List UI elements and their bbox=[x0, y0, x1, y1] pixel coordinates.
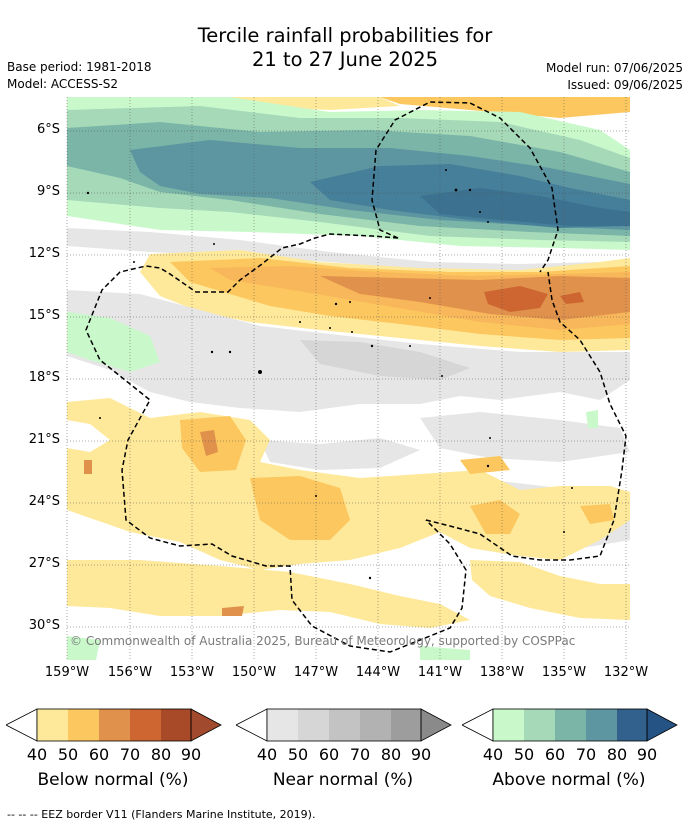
cbar-near-tick: 50 bbox=[287, 745, 309, 764]
cbar-below-tick: 40 bbox=[26, 745, 48, 764]
cbar-below-tick: 80 bbox=[150, 745, 172, 764]
cbar-cell bbox=[99, 709, 130, 741]
cbar-below-tick: 50 bbox=[57, 745, 79, 764]
cbar-below-tick: 70 bbox=[119, 745, 141, 764]
cbar-min-arrow bbox=[236, 708, 268, 742]
lat-label-24s: 24°S bbox=[28, 494, 60, 509]
eez-borders bbox=[85, 101, 627, 653]
meta-right: Model run: 07/06/2025 Issued: 09/06/2025 bbox=[546, 60, 683, 94]
cbar-cell bbox=[68, 709, 99, 741]
cbar-near-tick: 70 bbox=[349, 745, 371, 764]
lon-label-150w: 150°W bbox=[231, 665, 277, 680]
cbar-above-tick: 80 bbox=[606, 745, 628, 764]
lat-label-9s: 9°S bbox=[36, 184, 60, 199]
lat-label-27s: 27°S bbox=[28, 556, 60, 571]
cbar-below-tick: 60 bbox=[88, 745, 110, 764]
cbar-cell bbox=[298, 709, 329, 741]
cbar-cells bbox=[37, 709, 191, 741]
cbar-cell bbox=[161, 709, 191, 741]
cbar-above-tick: 60 bbox=[544, 745, 566, 764]
near-normal-colorbar bbox=[236, 708, 452, 742]
lat-label-12s: 12°S bbox=[28, 246, 60, 261]
meta-left: Base period: 1981-2018 Model: ACCESS-S2 bbox=[7, 59, 152, 93]
above-normal-label: Above normal (%) bbox=[492, 770, 646, 790]
lon-label-135w: 135°W bbox=[541, 665, 587, 680]
lon-label-156w: 156°W bbox=[107, 665, 153, 680]
below-normal-label: Below normal (%) bbox=[37, 770, 189, 790]
cbar-max-arrow bbox=[420, 708, 452, 742]
cbar-cell bbox=[391, 709, 421, 741]
cbar-above-tick: 90 bbox=[636, 745, 658, 764]
cbar-cell bbox=[493, 709, 524, 741]
base-period-text: Base period: 1981-2018 bbox=[7, 60, 152, 74]
cbar-above-tick: 70 bbox=[575, 745, 597, 764]
lat-label-6s: 6°S bbox=[36, 122, 60, 137]
model-run-text: Model run: 07/06/2025 bbox=[545, 61, 683, 75]
cbar-cell bbox=[267, 709, 298, 741]
copyright-credit: © Commonwealth of Australia 2025, Bureau… bbox=[70, 634, 576, 648]
above-normal-colorbar bbox=[462, 708, 678, 742]
cbar-cell bbox=[360, 709, 391, 741]
lat-label-30s: 30°S bbox=[28, 618, 60, 633]
cbar-near-tick: 40 bbox=[256, 745, 278, 764]
lon-label-138w: 138°W bbox=[479, 665, 525, 680]
cbar-cell bbox=[130, 709, 161, 741]
cbar-cell bbox=[37, 709, 68, 741]
cbar-above-tick: 50 bbox=[513, 745, 535, 764]
island-markers bbox=[86, 169, 573, 580]
map-fields bbox=[67, 97, 630, 660]
cbar-cells bbox=[267, 709, 421, 741]
lat-label-21s: 21°S bbox=[28, 432, 60, 447]
map-title-line1: Tercile rainfall probabilities for bbox=[197, 24, 493, 47]
eez-footer-note: -- -- -- EEZ border V11 (Flanders Marine… bbox=[7, 808, 316, 821]
cbar-min-arrow bbox=[462, 708, 494, 742]
cbar-cell bbox=[586, 709, 617, 741]
cbar-above-tick: 40 bbox=[482, 745, 504, 764]
cbar-near-tick: 60 bbox=[318, 745, 340, 764]
issued-text: Issued: 09/06/2025 bbox=[567, 78, 683, 92]
lat-label-18s: 18°S bbox=[28, 370, 60, 385]
cbar-below-tick: 90 bbox=[180, 745, 202, 764]
map-title-line2: 21 to 27 June 2025 bbox=[251, 48, 439, 71]
cbar-cell bbox=[617, 709, 647, 741]
lon-label-153w: 153°W bbox=[169, 665, 215, 680]
cbar-near-tick: 90 bbox=[410, 745, 432, 764]
grid-lines bbox=[66, 97, 630, 660]
cbar-cell bbox=[555, 709, 586, 741]
lon-label-132w: 132°W bbox=[603, 665, 649, 680]
cbar-near-tick: 80 bbox=[380, 745, 402, 764]
lon-label-144w: 144°W bbox=[355, 665, 401, 680]
model-text: Model: ACCESS-S2 bbox=[7, 77, 119, 91]
below-normal-colorbar bbox=[6, 708, 222, 742]
cbar-cells bbox=[493, 709, 647, 741]
near-normal-label: Near normal (%) bbox=[272, 770, 414, 790]
cbar-max-arrow bbox=[646, 708, 678, 742]
lon-label-159w: 159°W bbox=[44, 665, 90, 680]
lon-label-141w: 141°W bbox=[417, 665, 463, 680]
lat-label-15s: 15°S bbox=[28, 308, 60, 323]
cbar-cell bbox=[524, 709, 555, 741]
cbar-max-arrow bbox=[190, 708, 222, 742]
cbar-min-arrow bbox=[6, 708, 38, 742]
lon-label-147w: 147°W bbox=[293, 665, 339, 680]
cbar-cell bbox=[329, 709, 360, 741]
